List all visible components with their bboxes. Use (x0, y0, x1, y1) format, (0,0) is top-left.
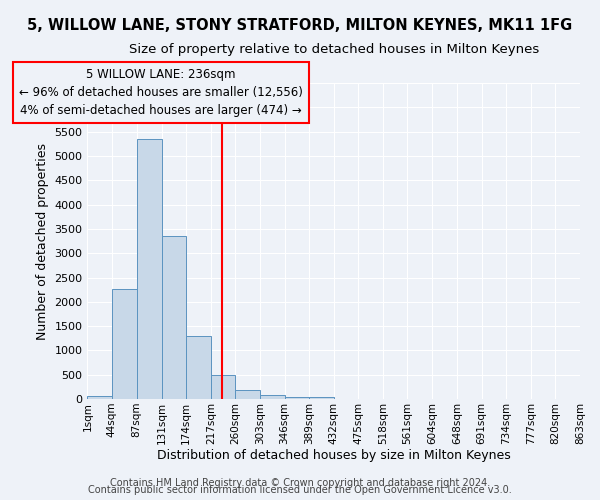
Bar (88, 396, 112, 399)
Bar (161, 236, 186, 399)
Bar (112, 288, 137, 399)
Text: 5 WILLOW LANE: 236sqm
← 96% of detached houses are smaller (12,556)
4% of semi-d: 5 WILLOW LANE: 236sqm ← 96% of detached … (19, 68, 303, 117)
Bar (309, 398, 334, 399)
Bar (235, 390, 260, 399)
Text: Contains public sector information licensed under the Open Government Licence v3: Contains public sector information licen… (88, 485, 512, 495)
Text: Contains HM Land Registry data © Crown copyright and database right 2024.: Contains HM Land Registry data © Crown c… (110, 478, 490, 488)
Bar (260, 395, 284, 399)
Y-axis label: Number of detached properties: Number of detached properties (36, 142, 49, 340)
Bar (186, 336, 211, 399)
X-axis label: Distribution of detached houses by size in Milton Keynes: Distribution of detached houses by size … (157, 450, 511, 462)
Title: Size of property relative to detached houses in Milton Keynes: Size of property relative to detached ho… (128, 42, 539, 56)
Bar (137, 140, 161, 399)
Text: 5, WILLOW LANE, STONY STRATFORD, MILTON KEYNES, MK11 1FG: 5, WILLOW LANE, STONY STRATFORD, MILTON … (28, 18, 572, 32)
Bar (284, 396, 309, 399)
Bar (211, 375, 235, 399)
